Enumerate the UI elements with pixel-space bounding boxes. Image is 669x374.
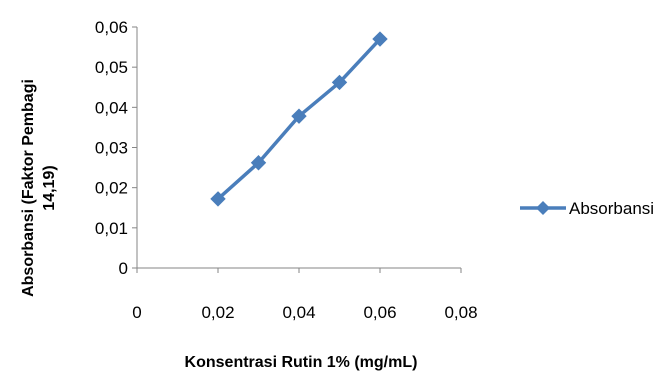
x-tick-label: 0,08 [444, 303, 477, 322]
legend: Absorbansi [520, 199, 654, 218]
data-point [291, 108, 307, 124]
series-layer [210, 31, 388, 207]
axes [132, 26, 462, 273]
y-tick-label: 0,06 [95, 18, 128, 37]
y-tick-label: 0,02 [95, 179, 128, 198]
data-point [372, 31, 388, 47]
y-tick-label: 0,05 [95, 58, 128, 77]
x-axis-title: Konsentrasi Rutin 1% (mg/mL) [185, 354, 418, 371]
y-tick-label: 0,01 [95, 219, 128, 238]
x-tick-label: 0,04 [282, 303, 315, 322]
y-axis-title: Absorbansi (Faktor Pembagi 14,19) [20, 79, 58, 297]
data-point [210, 191, 226, 207]
data-point [250, 155, 267, 171]
y-tick-labels: 0 0,01 0,02 0,03 0,04 0,05 0,06 [95, 18, 128, 278]
legend-marker [536, 201, 550, 215]
x-tick-label: 0,06 [363, 303, 396, 322]
data-point [331, 74, 348, 91]
x-tick-label: 0 [132, 303, 141, 322]
y-tick-label: 0,04 [95, 98, 128, 117]
y-tick-label: 0 [119, 259, 128, 278]
x-tick-labels: 0 0,02 0,04 0,06 0,08 [132, 303, 477, 322]
x-tick-label: 0,02 [201, 303, 234, 322]
y-tick-label: 0,03 [95, 139, 128, 158]
y-axis-title-line-1: Absorbansi (Faktor Pembagi [20, 79, 37, 297]
legend-label: Absorbansi [569, 199, 654, 218]
y-axis-title-line-2: 14,19) [41, 165, 58, 210]
